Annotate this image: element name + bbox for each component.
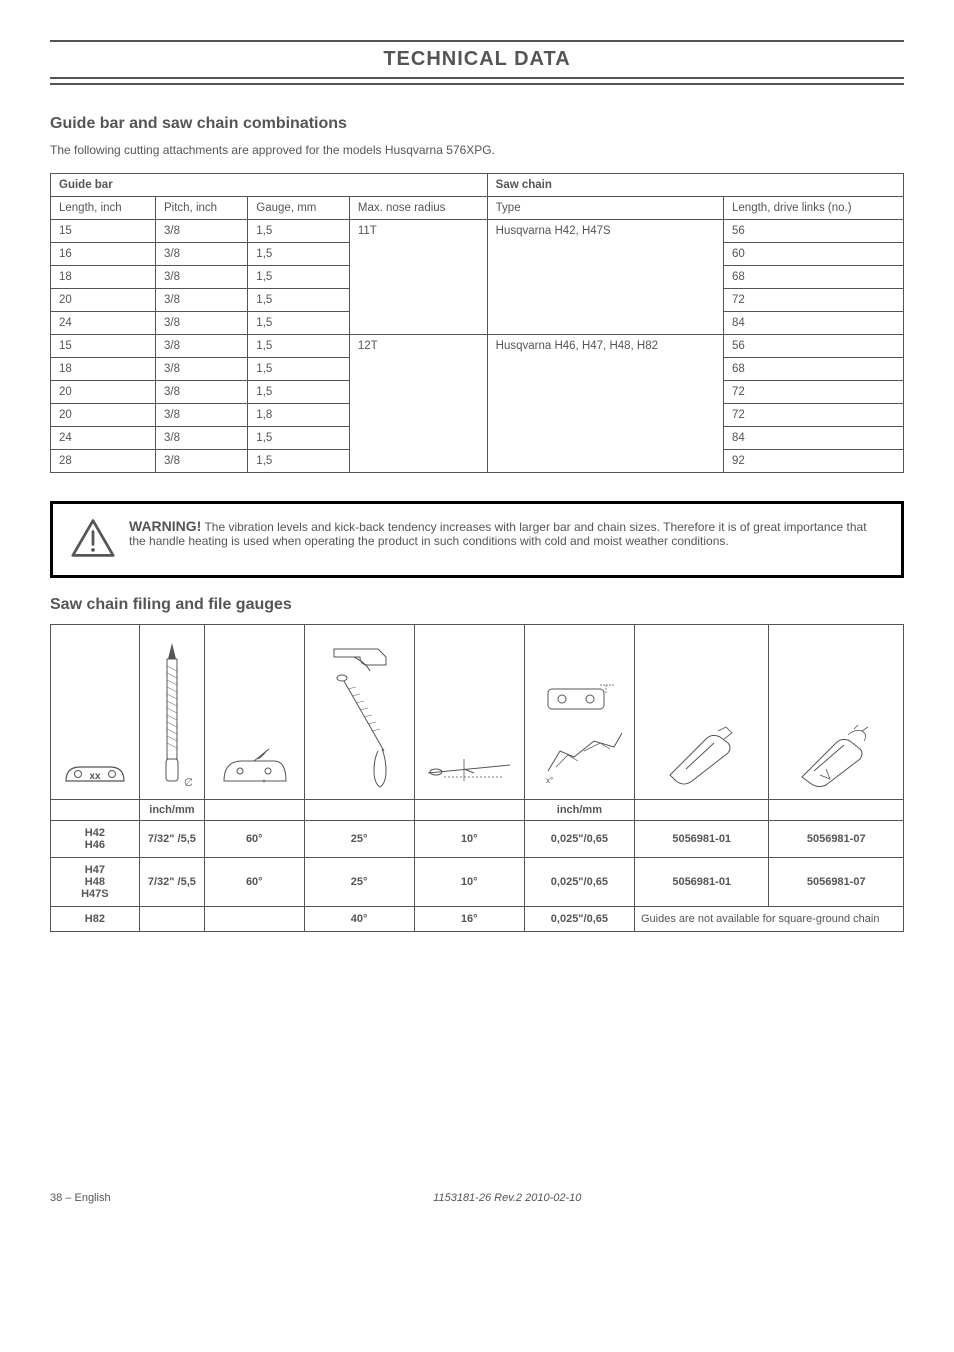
warning-icon — [71, 518, 115, 561]
col-guide1-icon — [634, 625, 768, 800]
col-angle3-icon — [414, 625, 524, 800]
filing-table: xx ∅ — [50, 624, 904, 932]
col-type: Type — [487, 197, 723, 220]
col-chain-icon: xx — [51, 625, 140, 800]
group-chain: Saw chain — [487, 174, 903, 197]
combinations-table: Guide bar Saw chain Length, inch Pitch, … — [50, 173, 904, 473]
table-row: 153/81,511THusqvarna H42, H47S56 — [51, 220, 904, 243]
page-footer: 38 – English 1153181-26 Rev.2 2010-02-10 — [50, 1192, 904, 1204]
col-angle1-icon — [205, 625, 304, 800]
col-drive: Length, drive links (no.) — [724, 197, 904, 220]
col-pitch: Pitch, inch — [155, 197, 247, 220]
warning-box: WARNING! The vibration levels and kick-b… — [50, 501, 904, 578]
table-header-row: Length, inch Pitch, inch Gauge, mm Max. … — [51, 197, 904, 220]
round-file-icon: ∅ — [152, 641, 192, 791]
top-angle-icon — [314, 631, 404, 791]
file-angle-icon — [424, 751, 514, 791]
col-length: Length, inch — [51, 197, 156, 220]
table-row: 153/81,512THusqvarna H46, H47, H48, H825… — [51, 335, 904, 358]
header-bar: TECHNICAL DATA — [50, 40, 904, 79]
unit-inchmm-1: inch/mm — [149, 804, 194, 816]
section1-intro: The following cutting attachments are ap… — [50, 143, 904, 157]
table-row: H8240°16°0,025"/0,65Guides are not avail… — [51, 907, 904, 932]
unit-row: inch/mm inch/mm — [51, 800, 904, 821]
group-bar: Guide bar — [51, 174, 488, 197]
page-title: TECHNICAL DATA — [50, 48, 904, 71]
section2-heading: Saw chain filing and file gauges — [50, 596, 904, 614]
table-group-row: Guide bar Saw chain — [51, 174, 904, 197]
svg-text:xx: xx — [89, 771, 101, 782]
warning-text: The vibration levels and kick-back tende… — [129, 520, 867, 548]
icon-row: xx ∅ — [51, 625, 904, 800]
svg-text:x°: x° — [546, 776, 553, 785]
col-guide2-icon — [769, 625, 904, 800]
table-row: H47H48H47S7/32" /5,560°25°10°0,025"/0,65… — [51, 858, 904, 907]
depth-gauge-icon: x° — [534, 681, 624, 791]
svg-text:∅: ∅ — [184, 777, 192, 789]
warning-label: WARNING! — [129, 518, 201, 534]
footer-page: 38 – English — [50, 1192, 111, 1204]
table-row: H42H467/32" /5,560°25°10°0,025"/0,655056… — [51, 821, 904, 858]
col-file-dia-icon: ∅ — [139, 625, 204, 800]
col-angle2-icon — [304, 625, 414, 800]
header-underline — [50, 83, 904, 85]
unit-inchmm-2: inch/mm — [557, 804, 602, 816]
footer-code: 1153181-26 Rev.2 2010-02-10 — [433, 1192, 581, 1204]
warning-body: WARNING! The vibration levels and kick-b… — [129, 518, 883, 548]
side-angle-icon — [214, 741, 294, 791]
col-gauge: Gauge, mm — [248, 197, 350, 220]
file-guide2-icon — [796, 721, 876, 791]
chain-link-icon: xx — [60, 757, 130, 791]
file-guide1-icon — [662, 721, 742, 791]
col-nose: Max. nose radius — [349, 197, 487, 220]
col-depth-icon: x° — [524, 625, 634, 800]
section1-heading: Guide bar and saw chain combinations — [50, 115, 904, 133]
